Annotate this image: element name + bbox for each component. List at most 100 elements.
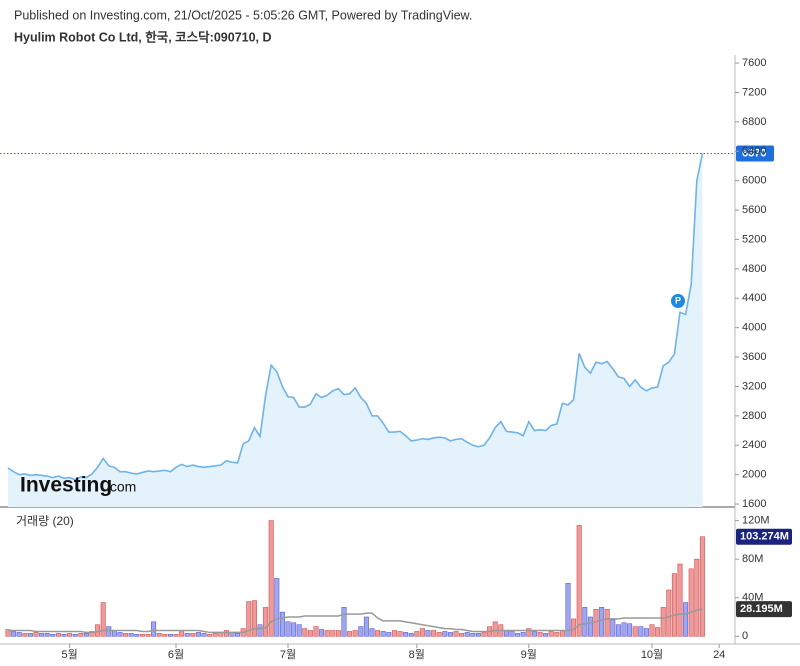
volume-bar [414, 631, 420, 637]
volume-bar [27, 633, 33, 637]
volume-bar [436, 632, 442, 637]
y-tick-label: 4800 [742, 263, 766, 275]
volume-bar [621, 622, 627, 637]
ma-line [8, 608, 703, 634]
volume-bar [408, 633, 414, 637]
volume-bar [459, 633, 465, 637]
volume-bar [235, 633, 241, 637]
volume-bar [358, 626, 364, 637]
volume-bar [195, 632, 201, 637]
volume-bar [324, 630, 330, 637]
y-tick-label: 40M [742, 592, 763, 604]
x-tick-label: 10월 [641, 648, 663, 661]
volume-bar [543, 633, 549, 637]
y-tick-label: 6000 [742, 175, 766, 187]
y-tick-label: 4000 [742, 322, 766, 334]
y-tick-label: 0 [742, 630, 748, 642]
x-tick-label: 7월 [280, 648, 296, 661]
volume-bar [67, 633, 73, 637]
volume-bar [492, 621, 498, 637]
price-area [8, 153, 703, 507]
volume-bar [503, 630, 509, 637]
last-value-label: 28.195M [740, 603, 783, 615]
volume-bar [123, 633, 129, 637]
volume-bar [274, 578, 280, 637]
last-value-label: 103.274M [740, 531, 789, 543]
volume-bar [615, 624, 621, 637]
y-tick-label: 80M [742, 553, 763, 565]
volume-bar [207, 634, 213, 637]
volume-bar [655, 627, 661, 637]
y-tick-label: 2400 [742, 439, 766, 451]
y-tick-label: 5600 [742, 204, 766, 216]
volume-bar [55, 633, 61, 637]
volume-bar [106, 626, 112, 637]
volume-bar [162, 634, 168, 637]
volume-bar [481, 632, 487, 637]
volume-bar [565, 582, 571, 637]
volume-bar [548, 631, 554, 637]
volume-bar [44, 633, 50, 637]
volume-bar [587, 616, 593, 637]
y-tick-label: 3600 [742, 351, 766, 363]
volume-bar [643, 628, 649, 637]
volume-bar [291, 622, 297, 637]
volume-bar [16, 632, 22, 637]
volume-bar [268, 520, 274, 637]
volume-bar [257, 624, 263, 637]
volume-bar [531, 631, 537, 637]
volume-bar [559, 630, 565, 637]
volume-bar [638, 626, 644, 637]
volume-bar [442, 631, 448, 637]
volume-bar [341, 607, 347, 637]
volume-bar [100, 602, 106, 637]
volume-bar [352, 630, 358, 637]
last-price-label: 6370 [742, 147, 766, 159]
volume-bar [279, 611, 285, 637]
volume-bar [526, 628, 532, 637]
volume-bar [632, 626, 638, 637]
y-tick-label: 5200 [742, 233, 766, 245]
volume-bar [201, 633, 207, 637]
volume-bar [363, 616, 369, 637]
volume-bar [403, 632, 409, 637]
volume-bar [369, 628, 375, 637]
volume-bar [111, 630, 117, 637]
volume-bar [145, 634, 151, 637]
volume-bar [89, 631, 95, 637]
volume-bar [683, 602, 689, 637]
last-price-box [736, 145, 774, 162]
volume-bar [464, 632, 470, 637]
volume-bar [33, 632, 39, 637]
volume-bar [380, 631, 386, 637]
volume-bar [386, 632, 392, 637]
volume-bar [128, 633, 134, 637]
volume-bar [179, 630, 185, 637]
volume-bar [694, 558, 700, 637]
volume-bar [319, 629, 325, 637]
y-tick-label: 4400 [742, 292, 766, 304]
volume-bar [61, 634, 67, 637]
volume-bar [223, 630, 229, 637]
volume-bar [156, 633, 162, 637]
volume-bar [296, 624, 302, 637]
volume-bar [677, 563, 683, 637]
annotation-label: P [675, 295, 681, 305]
volume-bar [39, 633, 45, 637]
volume-bar [515, 633, 521, 637]
volume-bar [447, 632, 453, 637]
y-tick-label: 7600 [742, 57, 766, 69]
volume-bar [246, 601, 252, 637]
volume-bar [599, 607, 605, 637]
volume-bar [184, 633, 190, 637]
volume-bar [285, 621, 291, 637]
logo-brand: Investing [20, 474, 112, 497]
volume-bar [302, 628, 308, 637]
volume-bar [397, 631, 403, 637]
y-tick-label: 1600 [742, 498, 766, 510]
y-tick-label: 3200 [742, 380, 766, 392]
logo-suffix: .com [106, 479, 136, 495]
volume-bar [425, 630, 431, 637]
volume-bar [5, 629, 11, 637]
volume-bar [419, 628, 425, 637]
